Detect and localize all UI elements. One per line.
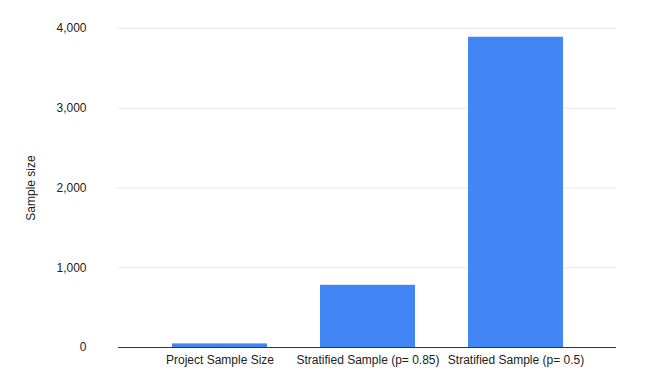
svg-text:Project Sample Size: Project Sample Size	[166, 353, 274, 367]
svg-text:2,000: 2,000	[56, 181, 86, 195]
svg-text:4,000: 4,000	[56, 21, 86, 35]
svg-text:3,000: 3,000	[56, 101, 86, 115]
svg-text:Stratified Sample (p= 0.5): Stratified Sample (p= 0.5)	[448, 353, 584, 367]
svg-text:1,000: 1,000	[56, 261, 86, 275]
svg-text:Stratified Sample (p= 0.85): Stratified Sample (p= 0.85)	[296, 353, 439, 367]
svg-text:Sample size: Sample size	[24, 155, 38, 221]
svg-text:0: 0	[80, 340, 87, 354]
